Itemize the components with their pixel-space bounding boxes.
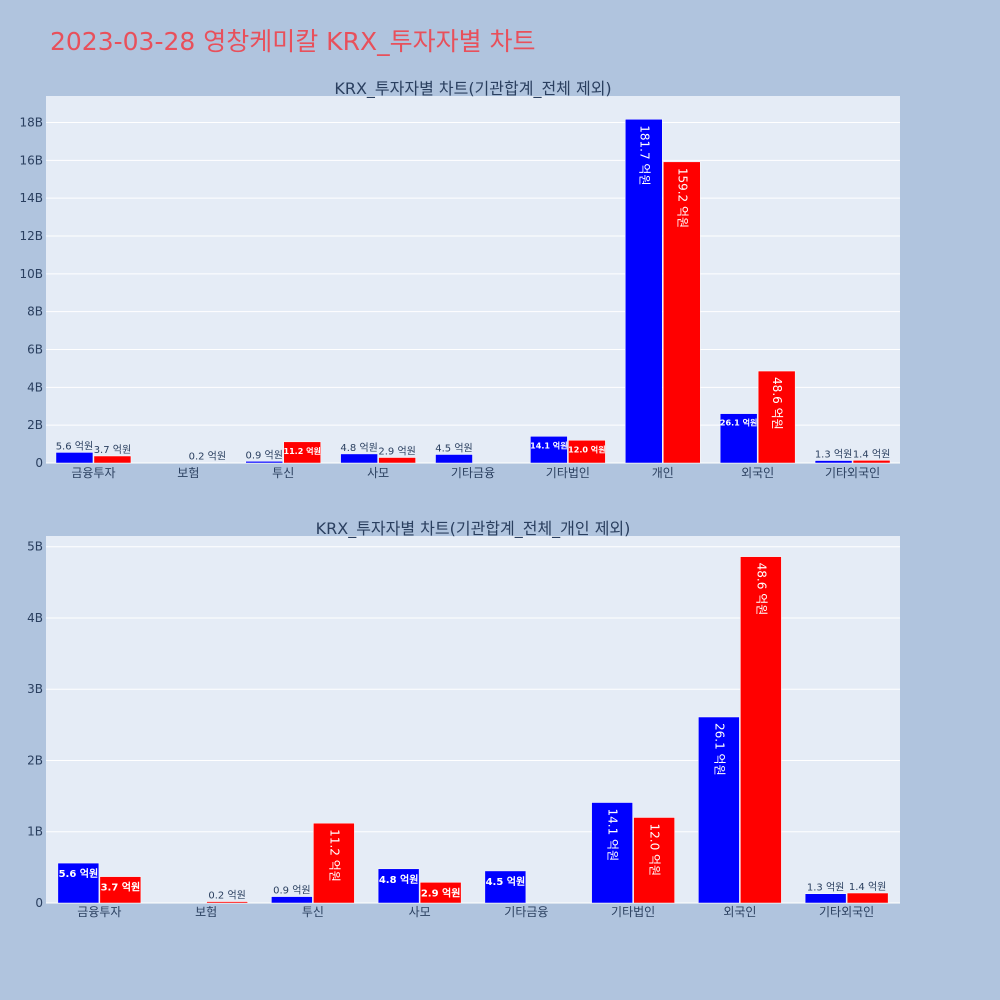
sell-bar	[757, 370, 796, 464]
data-label: 11.2 억원	[283, 446, 320, 456]
sell-bar	[568, 440, 606, 464]
data-label: 48.6 억원	[770, 377, 784, 430]
data-label: 2.9 억원	[421, 886, 461, 899]
data-label: 4.8 억원	[379, 873, 419, 886]
data-label: 4.5 억원	[486, 875, 526, 888]
y-tick-label: 10B	[19, 267, 43, 281]
data-label: 1.3 억원	[807, 882, 844, 894]
buy-bar	[814, 460, 853, 464]
data-label: 11.2 억원	[327, 829, 341, 882]
data-label: 48.6 억원	[754, 563, 768, 616]
sell-bar	[846, 892, 889, 904]
buy-bar	[530, 436, 568, 464]
y-tick-label: 1B	[27, 825, 43, 839]
chart-title: KRX_투자자별 차트(기관합계_전체 제외)	[334, 79, 611, 99]
y-tick-label: 14B	[19, 191, 43, 205]
data-label: 0.9 억원	[273, 885, 310, 897]
sell-bar	[99, 876, 142, 904]
x-tick-label: 개인	[652, 466, 674, 480]
y-tick-label: 0	[35, 456, 43, 470]
page-title: 2023-03-28 영창케미칼 KRX_투자자별 차트	[50, 27, 536, 56]
data-label: 12.0 억원	[568, 444, 605, 454]
y-tick-label: 4B	[27, 611, 43, 625]
data-label: 12.0 억원	[648, 823, 662, 876]
x-tick-label: 금융투자	[77, 905, 121, 919]
x-tick-label: 기타법인	[546, 466, 590, 480]
buy-bar	[625, 119, 663, 464]
sell-bar	[663, 161, 701, 464]
data-label: 14.1 억원	[606, 809, 620, 862]
buy-bar	[719, 413, 758, 464]
buy-bar	[271, 896, 313, 904]
sell-bar	[419, 882, 462, 904]
data-label: 26.1 억원	[720, 418, 757, 428]
plot-area	[46, 96, 900, 463]
data-label: 26.1 억원	[712, 723, 726, 776]
y-tick-label: 18B	[19, 115, 43, 129]
buy-bar	[55, 452, 94, 464]
data-label: 3.7 억원	[101, 881, 141, 894]
chart-title: KRX_투자자별 차트(기관합계_전체_개인 제외)	[316, 519, 631, 539]
data-label: 5.6 억원	[56, 440, 93, 452]
data-label: 181.7 억원	[637, 125, 651, 185]
data-label: 3.7 억원	[94, 444, 131, 456]
sell-bar	[852, 460, 891, 464]
x-tick-label: 사모	[367, 466, 389, 480]
x-tick-label: 보험	[195, 905, 217, 919]
y-tick-label: 2B	[27, 418, 43, 432]
data-label: 1.4 억원	[849, 881, 886, 893]
data-label: 14.1 억원	[530, 440, 567, 450]
sell-bar	[283, 441, 321, 464]
x-tick-label: 보험	[177, 466, 199, 480]
buy-bar	[484, 870, 527, 904]
data-label: 1.4 억원	[853, 448, 890, 460]
y-tick-label: 3B	[27, 682, 43, 696]
data-label: 4.8 억원	[340, 442, 377, 454]
x-tick-label: 기타외국인	[825, 466, 880, 480]
y-tick-label: 4B	[27, 380, 43, 394]
x-tick-label: 기타금융	[504, 905, 548, 919]
y-tick-label: 8B	[27, 305, 43, 319]
data-label: 0.2 억원	[208, 890, 245, 902]
x-tick-label: 금융투자	[71, 466, 115, 480]
data-label: 5.6 억원	[59, 867, 99, 880]
sell-bar	[378, 457, 416, 464]
sell-bar	[206, 901, 248, 904]
data-label: 4.5 억원	[435, 442, 472, 454]
y-tick-label: 6B	[27, 342, 43, 356]
buy-bar	[804, 893, 847, 904]
buy-bar	[377, 868, 420, 904]
buy-bar	[340, 453, 378, 464]
sell-bar	[93, 455, 132, 464]
x-tick-label: 기타금융	[451, 466, 495, 480]
x-tick-label: 기타법인	[611, 905, 655, 919]
data-label: 159.2 억원	[675, 168, 689, 228]
buy-bar	[57, 862, 100, 904]
buy-bar	[698, 716, 740, 904]
data-label: 0.2 억원	[189, 451, 226, 463]
data-label: 1.3 억원	[815, 449, 852, 461]
y-tick-label: 2B	[27, 753, 43, 767]
buy-bar	[435, 454, 473, 464]
buy-bar	[591, 802, 633, 904]
sell-bar	[313, 822, 355, 904]
sell-bar	[740, 556, 782, 904]
data-label: 0.9 억원	[245, 449, 282, 461]
x-tick-label: 투신	[302, 905, 324, 919]
data-label: 2.9 억원	[378, 446, 415, 458]
y-tick-label: 0	[35, 896, 43, 910]
sell-bar	[633, 817, 675, 904]
x-tick-label: 외국인	[741, 466, 774, 480]
x-tick-label: 사모	[409, 905, 431, 919]
y-tick-label: 12B	[19, 229, 43, 243]
x-tick-label: 투신	[272, 466, 294, 480]
y-tick-label: 5B	[27, 540, 43, 554]
buy-bar	[245, 461, 283, 464]
x-tick-label: 기타외국인	[819, 905, 874, 919]
y-tick-label: 16B	[19, 153, 43, 167]
x-tick-label: 외국인	[723, 905, 756, 919]
